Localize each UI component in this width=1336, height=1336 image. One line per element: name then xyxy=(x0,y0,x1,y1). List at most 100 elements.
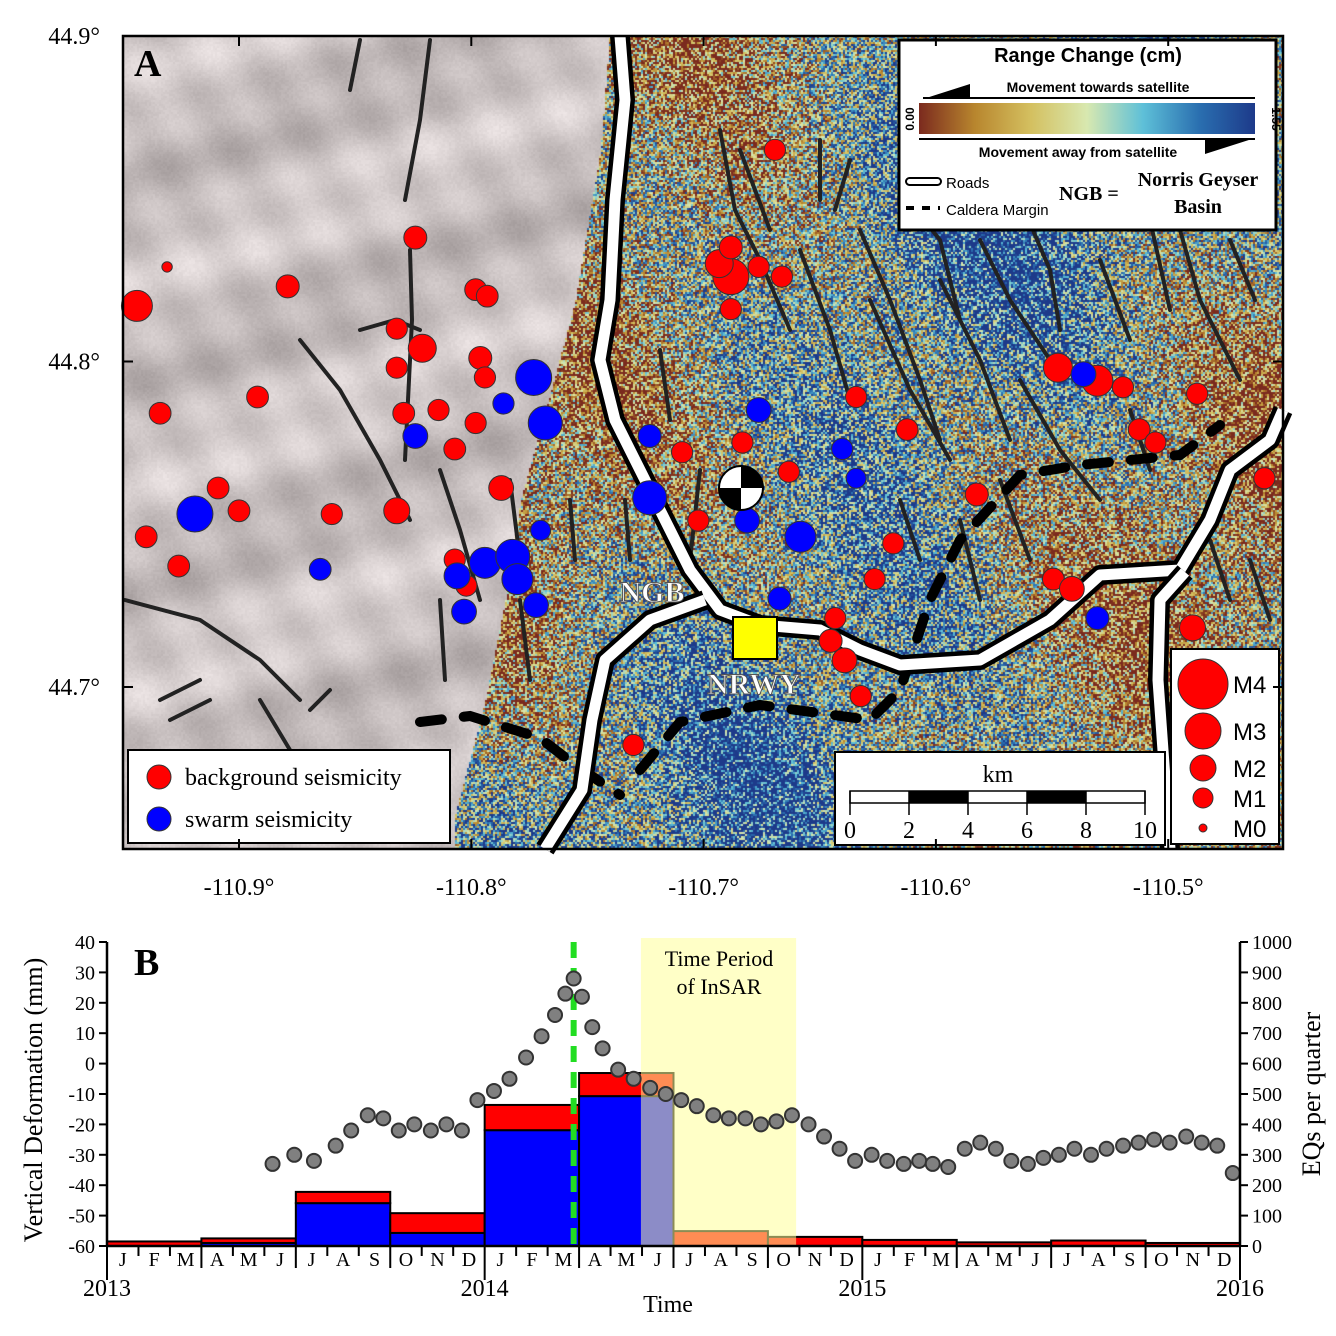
caldera-key: Caldera Margin xyxy=(946,202,1049,219)
year-label: 2014 xyxy=(461,1276,509,1302)
deformation-point xyxy=(287,1148,301,1162)
background-earthquake-marker xyxy=(228,500,250,522)
swarm-earthquake-marker xyxy=(493,393,514,414)
month-label: J xyxy=(1063,1249,1071,1271)
background-earthquake-marker xyxy=(135,526,157,548)
deformation-point xyxy=(897,1157,911,1171)
month-label: A xyxy=(713,1249,728,1271)
background-earthquake-marker xyxy=(489,476,514,501)
swarm-earthquake-marker xyxy=(746,398,771,423)
background-earthquake-marker xyxy=(965,483,988,506)
deformation-point xyxy=(611,1063,625,1077)
deformation-point xyxy=(596,1041,610,1055)
colorbar-key: Range Change (cm) Movement towards satel… xyxy=(899,40,1283,230)
background-bar xyxy=(390,1213,484,1233)
background-earthquake-marker xyxy=(444,438,466,460)
colorbar-min: 0.00 xyxy=(903,107,917,131)
swarm-earthquake-marker xyxy=(633,481,667,515)
scale-unit: km xyxy=(983,762,1014,788)
background-earthquake-marker xyxy=(469,346,492,369)
deformation-point xyxy=(535,1029,549,1043)
fault-line xyxy=(1210,540,1230,600)
month-label: F xyxy=(149,1249,160,1271)
background-earthquake-marker xyxy=(428,399,449,420)
scale-tick-label: 8 xyxy=(1080,818,1092,844)
background-earthquake-marker xyxy=(386,357,407,378)
month-label: J xyxy=(1032,1249,1040,1271)
month-label: S xyxy=(369,1249,380,1271)
y2-tick-label: 1000 xyxy=(1252,932,1292,954)
month-label: N xyxy=(808,1249,822,1271)
background-earthquake-marker xyxy=(771,266,792,287)
background-earthquake-marker xyxy=(207,477,229,499)
magnitude-legend-label: M3 xyxy=(1233,719,1266,746)
year-label: 2015 xyxy=(838,1276,886,1302)
background-earthquake-marker xyxy=(748,256,769,277)
background-earthquake-marker xyxy=(1112,377,1133,398)
month-label: J xyxy=(119,1249,127,1271)
month-label: J xyxy=(654,1249,662,1271)
fault-line xyxy=(1180,230,1240,380)
panel-a-label: A xyxy=(134,43,162,85)
month-label: O xyxy=(1154,1249,1168,1271)
lat-tick-label: 44.9° xyxy=(48,24,100,50)
fault-line xyxy=(160,680,200,700)
month-label: A xyxy=(1091,1249,1106,1271)
deformation-point xyxy=(848,1154,862,1168)
scale-tick-label: 0 xyxy=(844,818,856,844)
month-label: D xyxy=(839,1249,853,1271)
swarm-earthquake-marker xyxy=(309,558,331,580)
magnitude-legend-marker xyxy=(1190,755,1216,781)
seismicity-legend: background seismicity swarm seismicity xyxy=(128,750,450,843)
background-earthquake-marker xyxy=(1043,353,1072,382)
fault-line xyxy=(125,600,300,700)
scale-tick-label: 2 xyxy=(903,818,915,844)
swarm-earthquake-marker xyxy=(502,564,533,595)
month-label: O xyxy=(776,1249,790,1271)
background-earthquake-marker xyxy=(276,275,299,298)
lon-tick-label: -110.5° xyxy=(1133,875,1204,901)
focal-mechanism-icon xyxy=(719,466,763,510)
deformation-point xyxy=(738,1111,752,1125)
ngb-abbrev: NGB = xyxy=(1059,183,1119,205)
deformation-point xyxy=(455,1123,469,1137)
swarm-earthquake-marker xyxy=(452,599,477,624)
lon-tick-label: -110.8° xyxy=(436,875,507,901)
deformation-point xyxy=(1147,1133,1161,1147)
magnitude-legend-marker xyxy=(1178,659,1228,709)
deformation-point xyxy=(1100,1142,1114,1156)
background-earthquake-marker xyxy=(476,285,498,307)
y-tick-label: -40 xyxy=(68,1175,95,1197)
y2-tick-label: 500 xyxy=(1252,1084,1282,1106)
magnitude-legend-label: M2 xyxy=(1233,756,1266,783)
month-label: M xyxy=(995,1249,1013,1271)
deformation-point xyxy=(785,1108,799,1122)
year-label: 2013 xyxy=(83,1276,131,1302)
deformation-point xyxy=(470,1093,484,1107)
background-earthquake-marker xyxy=(672,442,693,463)
deformation-point xyxy=(392,1123,406,1137)
month-label: M xyxy=(932,1249,950,1271)
fault-line xyxy=(740,150,770,230)
deformation-point xyxy=(865,1148,879,1162)
month-label: N xyxy=(430,1249,444,1271)
swarm-legend-marker xyxy=(147,807,171,831)
swarm-earthquake-marker xyxy=(1086,607,1109,630)
panel-b-label: B xyxy=(134,942,159,984)
month-label: F xyxy=(904,1249,915,1271)
deformation-point xyxy=(1226,1166,1240,1180)
swarm-earthquake-marker xyxy=(735,508,760,533)
y-tick-label: -50 xyxy=(68,1206,95,1228)
swarm-earthquake-marker xyxy=(531,520,551,540)
y-tick-label: 20 xyxy=(75,993,95,1015)
month-label: J xyxy=(497,1249,505,1271)
month-label: M xyxy=(177,1249,195,1271)
deformation-point xyxy=(643,1081,657,1095)
background-legend-marker xyxy=(147,765,171,789)
magnitude-legend-marker xyxy=(1185,713,1221,749)
ngb-full-2: Basin xyxy=(1174,196,1222,218)
insar-label-1: Time Period xyxy=(665,946,774,971)
background-earthquake-marker xyxy=(864,568,885,589)
background-earthquake-marker xyxy=(384,498,410,524)
